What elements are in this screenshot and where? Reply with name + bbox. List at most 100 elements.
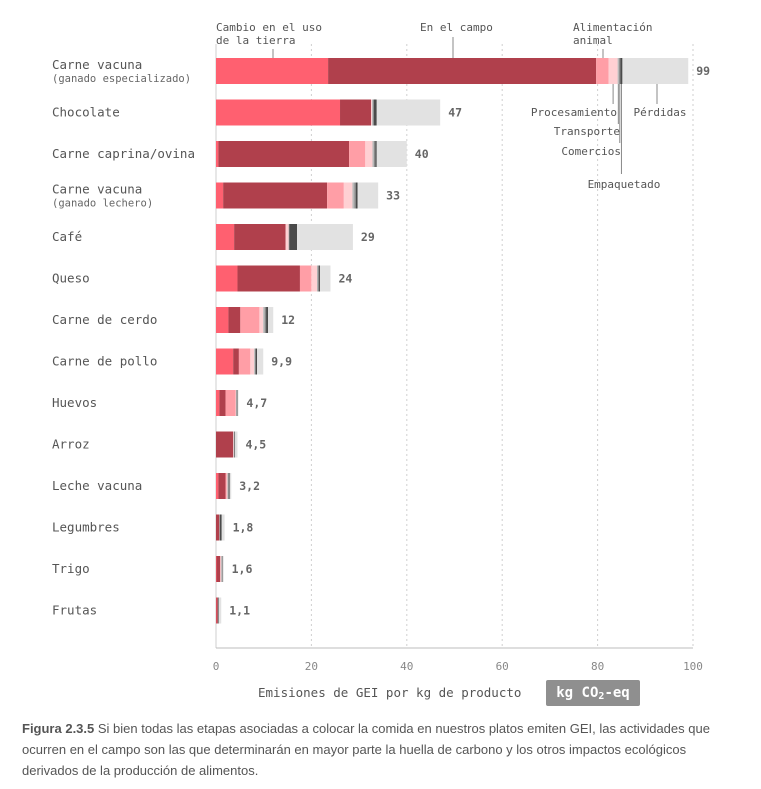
- figure-label: Figura 2.3.5: [22, 721, 95, 736]
- bar-segment: [376, 99, 441, 126]
- total-label: 33: [386, 189, 400, 203]
- bar-segment: [222, 556, 223, 582]
- bar-segment: [375, 141, 377, 167]
- bar-segment: [317, 265, 318, 292]
- bar-segment: [221, 556, 222, 582]
- bar-segment: [216, 182, 224, 209]
- category-label: Carne de pollo: [52, 354, 157, 369]
- bar-segment: [319, 265, 331, 292]
- total-label: 47: [448, 106, 462, 120]
- category-label: Queso: [52, 271, 90, 286]
- bar-segment: [373, 99, 377, 126]
- category-label: Leche vacuna: [52, 478, 142, 493]
- stage-label: Comercios: [561, 145, 621, 158]
- total-label: 3,2: [239, 479, 260, 493]
- bar-segment: [365, 141, 373, 167]
- total-label: 24: [338, 272, 352, 286]
- bar-segment: [233, 431, 235, 458]
- bar-segment: [216, 473, 219, 499]
- bar-segment: [229, 473, 230, 499]
- total-label: 1,8: [233, 521, 254, 535]
- bar-segment: [223, 182, 328, 209]
- total-label: 12: [281, 313, 295, 327]
- bar-segment: [596, 58, 609, 84]
- bar-segment: [299, 265, 312, 292]
- unit-post: -eq: [604, 685, 630, 701]
- bar-segment: [227, 473, 229, 499]
- category-label: Arroz: [52, 437, 90, 452]
- bar-segment: [238, 348, 251, 375]
- bar-segment: [226, 473, 228, 499]
- bar-segment: [217, 597, 219, 624]
- total-label: 9,9: [271, 355, 292, 369]
- stage-label: Procesamiento: [531, 106, 617, 119]
- total-label: 1,1: [229, 604, 250, 618]
- bar-segment: [219, 514, 222, 541]
- x-tick-label: 20: [305, 660, 318, 673]
- bar-segment: [218, 473, 226, 499]
- bar-segment: [297, 224, 353, 250]
- bar-segment: [372, 141, 374, 167]
- bar-segment: [237, 390, 239, 416]
- bar-segment: [355, 182, 358, 209]
- bar-segment: [233, 431, 234, 458]
- bar-segment: [259, 307, 264, 333]
- bar-segment: [617, 58, 620, 84]
- bar-segment: [216, 265, 238, 292]
- stage-label: Pérdidas: [634, 106, 687, 119]
- bar-segment: [311, 265, 318, 292]
- bar-segment: [216, 99, 341, 126]
- bar-segment: [216, 556, 217, 582]
- total-label: 4,7: [246, 396, 267, 410]
- bar-segment: [218, 597, 219, 624]
- bar-segment: [227, 473, 230, 499]
- bar-segment: [221, 514, 225, 541]
- bar-segment: [233, 348, 239, 375]
- bar-segment: [218, 141, 350, 167]
- bar-segment: [264, 307, 267, 333]
- bar-segment: [288, 224, 290, 250]
- total-label: 99: [696, 64, 710, 78]
- unit-sub: 2: [598, 690, 605, 702]
- unit-pre: kg CO: [556, 685, 599, 701]
- bar-segment: [216, 58, 329, 84]
- total-label: 1,6: [232, 562, 253, 576]
- bar-segment: [255, 348, 258, 375]
- bar-segment: [357, 182, 379, 209]
- bar-segment: [216, 431, 234, 458]
- category-label: Carne vacuna: [52, 182, 142, 197]
- total-label: 29: [361, 230, 375, 244]
- bar-segment: [219, 390, 226, 416]
- bar-segment: [255, 348, 256, 375]
- bar-segment: [608, 58, 618, 84]
- bar-segment: [622, 58, 689, 84]
- bar-segment: [225, 390, 236, 416]
- stage-label: Alimentación: [573, 21, 652, 34]
- bar-segment: [222, 556, 224, 582]
- bar-segment: [237, 265, 300, 292]
- bar-segment: [240, 307, 260, 333]
- bar-segment: [220, 556, 222, 582]
- category-label: Legumbres: [52, 520, 120, 535]
- x-tick-label: 100: [683, 660, 703, 673]
- category-label: Café: [52, 229, 82, 244]
- category-label: Chocolate: [52, 105, 120, 120]
- bar-segment: [228, 307, 241, 333]
- bar-segment: [266, 307, 268, 333]
- category-label: Huevos: [52, 395, 97, 410]
- bar-segment: [236, 390, 237, 416]
- bar-segment: [319, 265, 320, 292]
- bar-segment: [371, 99, 372, 126]
- stage-label: de la tierra: [216, 34, 295, 47]
- bar-segment: [349, 141, 366, 167]
- category-label: Carne caprina/ovina: [52, 146, 195, 161]
- bar-segment: [236, 390, 238, 416]
- category-label: Trigo: [52, 561, 90, 576]
- bar-segment: [216, 597, 218, 624]
- bar-segment: [216, 514, 220, 541]
- bar-segment: [288, 224, 290, 250]
- total-label: 40: [415, 147, 429, 161]
- bar-segment: [219, 514, 220, 541]
- stage-label: Empaquetado: [588, 178, 661, 191]
